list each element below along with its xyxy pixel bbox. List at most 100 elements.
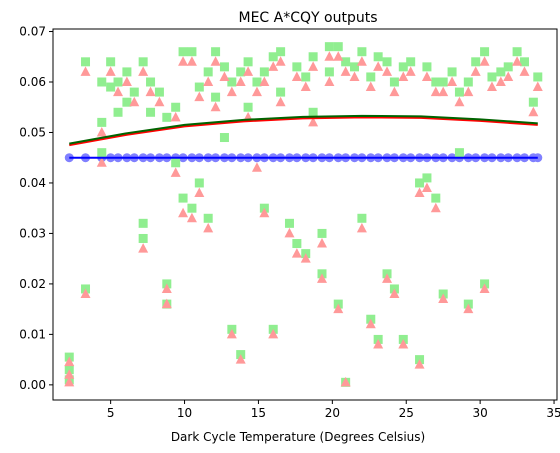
y-tick-label: 0.00 bbox=[19, 378, 46, 392]
triangle-point bbox=[259, 207, 270, 218]
triangle-point bbox=[170, 111, 181, 122]
chart-title: MEC A*CQY outputs bbox=[239, 10, 378, 26]
triangle-point bbox=[275, 96, 286, 107]
square-point bbox=[276, 87, 286, 97]
x-tick-label: 35 bbox=[546, 406, 560, 420]
square-point bbox=[106, 82, 116, 92]
square-point bbox=[519, 57, 529, 67]
triangle-point bbox=[356, 222, 367, 233]
triangle-point bbox=[300, 253, 311, 263]
triangle-point bbox=[519, 66, 530, 76]
triangle-point bbox=[389, 86, 400, 97]
square-point bbox=[341, 57, 351, 67]
square-point bbox=[138, 233, 148, 243]
triangle-point bbox=[251, 86, 262, 97]
square-point bbox=[146, 107, 156, 117]
series-line bbox=[69, 116, 538, 147]
x-axis: 5 10 15 20 25 30 35 bbox=[107, 400, 560, 420]
square-point bbox=[471, 57, 481, 67]
triangle-point bbox=[154, 96, 165, 107]
triangle-point bbox=[308, 116, 319, 127]
triangle-point bbox=[186, 212, 197, 223]
triangle-point bbox=[316, 238, 327, 248]
square-point bbox=[324, 42, 334, 52]
square-point bbox=[122, 67, 132, 77]
square-point bbox=[373, 52, 383, 62]
square-point bbox=[487, 72, 497, 82]
triangle-point bbox=[430, 202, 441, 213]
square-point bbox=[292, 62, 302, 72]
square-point bbox=[438, 77, 448, 87]
square-point bbox=[203, 213, 213, 223]
square-point bbox=[357, 47, 367, 57]
triangle-point bbox=[219, 71, 230, 81]
square-point bbox=[357, 213, 367, 223]
y-tick-label: 0.03 bbox=[19, 226, 46, 240]
square-point bbox=[97, 148, 107, 158]
square-point bbox=[178, 47, 188, 57]
triangle-point bbox=[405, 66, 416, 76]
y-tick-label: 0.05 bbox=[19, 125, 46, 139]
square-point bbox=[236, 67, 246, 77]
square-point bbox=[194, 82, 204, 92]
square-point bbox=[227, 77, 237, 87]
triangle-point bbox=[324, 51, 335, 61]
x-tick-label: 5 bbox=[107, 406, 115, 420]
triangle-point bbox=[186, 56, 197, 66]
triangle-point bbox=[470, 66, 481, 76]
triangle-point bbox=[486, 81, 497, 92]
square-point bbox=[528, 97, 538, 107]
triangle-point bbox=[210, 56, 221, 66]
triangle-point bbox=[226, 86, 237, 97]
square-point bbox=[122, 97, 132, 107]
triangle-point bbox=[503, 71, 514, 81]
square-point bbox=[171, 158, 181, 168]
square-point bbox=[178, 193, 188, 203]
y-tick-label: 0.04 bbox=[19, 176, 46, 190]
square-point bbox=[292, 239, 302, 249]
triangle-point bbox=[105, 66, 116, 76]
triangle-point bbox=[251, 162, 262, 172]
triangle-point bbox=[421, 182, 432, 192]
triangle-point bbox=[365, 81, 376, 92]
triangle-point bbox=[389, 288, 400, 298]
square-point bbox=[146, 77, 156, 87]
square-point bbox=[512, 47, 522, 57]
x-tick-label: 15 bbox=[251, 406, 266, 420]
triangle-point bbox=[210, 101, 221, 112]
square-point bbox=[496, 67, 506, 77]
square-point bbox=[154, 87, 164, 97]
square-point bbox=[366, 72, 376, 82]
square-point bbox=[252, 77, 262, 87]
triangle-point bbox=[356, 56, 367, 66]
square-point bbox=[81, 57, 91, 67]
square-point bbox=[219, 62, 229, 72]
square-point bbox=[97, 117, 107, 127]
square-point bbox=[268, 52, 278, 62]
triangle-point bbox=[161, 283, 172, 293]
square-point bbox=[431, 193, 441, 203]
triangle-point bbox=[64, 376, 75, 387]
triangle-point bbox=[373, 338, 384, 349]
square-point bbox=[259, 67, 269, 77]
square-point bbox=[97, 77, 107, 87]
square-point bbox=[211, 92, 221, 102]
square-point bbox=[162, 112, 172, 122]
triangle-point bbox=[80, 66, 91, 76]
square-point bbox=[308, 107, 318, 117]
triangle-point bbox=[235, 76, 246, 86]
triangle-point bbox=[203, 222, 214, 233]
square-point bbox=[129, 87, 139, 97]
triangle-point bbox=[414, 187, 425, 198]
triangle-point bbox=[308, 61, 319, 71]
square-point bbox=[406, 57, 416, 67]
square-point bbox=[301, 72, 311, 82]
y-tick-label: 0.01 bbox=[19, 327, 46, 341]
triangle-point bbox=[275, 56, 286, 66]
triangle-point bbox=[454, 96, 465, 107]
triangle-point bbox=[259, 76, 270, 86]
triangle-point bbox=[235, 354, 246, 364]
triangle-point bbox=[398, 338, 409, 349]
